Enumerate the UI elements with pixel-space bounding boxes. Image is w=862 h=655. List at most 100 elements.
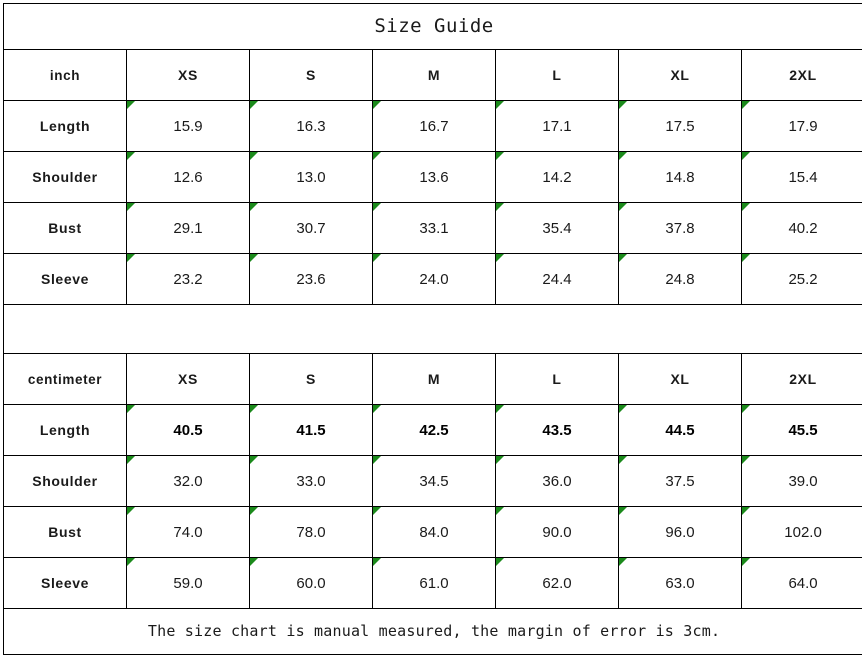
measurement-cell: 37.5	[619, 456, 742, 507]
size-guide-foot: The size chart is manual measured, the m…	[4, 609, 862, 655]
measurement-cell: 12.6	[127, 152, 250, 203]
measurement-value: 40.5	[127, 423, 249, 438]
title-row: Size Guide	[4, 4, 862, 50]
measurement-value: 44.5	[619, 423, 741, 438]
green-corner-marker	[250, 203, 258, 211]
measurement-cell: 42.5	[373, 405, 496, 456]
measurement-cell: 43.5	[496, 405, 619, 456]
green-corner-marker	[127, 558, 135, 566]
measurement-value: 16.3	[250, 119, 372, 134]
green-corner-marker	[250, 558, 258, 566]
green-corner-marker	[127, 456, 135, 464]
measurement-value: 62.0	[496, 576, 618, 591]
measurement-value: 78.0	[250, 525, 372, 540]
green-corner-marker	[250, 152, 258, 160]
size-header-xl: XL	[619, 354, 742, 405]
row-label-bust: Bust	[4, 507, 127, 558]
green-corner-marker	[373, 456, 381, 464]
measurement-value: 45.5	[742, 423, 862, 438]
measurement-value: 25.2	[742, 272, 862, 287]
measurement-value: 23.6	[250, 272, 372, 287]
green-corner-marker	[127, 203, 135, 211]
green-corner-marker	[127, 152, 135, 160]
green-corner-marker	[742, 101, 750, 109]
measurement-cell: 23.6	[250, 254, 373, 305]
measurement-cell: 24.0	[373, 254, 496, 305]
measurement-cell: 60.0	[250, 558, 373, 609]
measurement-disclaimer: The size chart is manual measured, the m…	[4, 609, 862, 655]
measurement-value: 24.4	[496, 272, 618, 287]
green-corner-marker	[496, 405, 504, 413]
measurement-cell: 39.0	[742, 456, 862, 507]
measurement-value: 60.0	[250, 576, 372, 591]
measurement-cell: 61.0	[373, 558, 496, 609]
measurement-value: 42.5	[373, 423, 495, 438]
measurement-value: 33.0	[250, 474, 372, 489]
size-header-2xl: 2XL	[742, 50, 862, 101]
size-header-m: M	[373, 50, 496, 101]
measurement-cell: 40.5	[127, 405, 250, 456]
green-corner-marker	[742, 254, 750, 262]
measurement-cell: 23.2	[127, 254, 250, 305]
unit-label-centimeter: centimeter	[4, 354, 127, 405]
green-corner-marker	[619, 405, 627, 413]
green-corner-marker	[496, 456, 504, 464]
measurement-cell: 96.0	[619, 507, 742, 558]
measurement-value: 23.2	[127, 272, 249, 287]
page-title-text: Size Guide	[4, 17, 862, 36]
green-corner-marker	[619, 254, 627, 262]
measurement-value: 96.0	[619, 525, 741, 540]
row-label-bust: Bust	[4, 203, 127, 254]
measurement-cell: 30.7	[250, 203, 373, 254]
measurement-value: 59.0	[127, 576, 249, 591]
measurement-value: 14.8	[619, 170, 741, 185]
measurement-value: 34.5	[373, 474, 495, 489]
size-header-s: S	[250, 354, 373, 405]
measurement-value: 102.0	[742, 525, 862, 540]
measurement-cell: 35.4	[496, 203, 619, 254]
measurement-value: 14.2	[496, 170, 618, 185]
measurement-cell: 63.0	[619, 558, 742, 609]
green-corner-marker	[496, 152, 504, 160]
measurement-disclaimer-text: The size chart is manual measured, the m…	[4, 624, 862, 639]
green-corner-marker	[619, 507, 627, 515]
measurement-value: 12.6	[127, 170, 249, 185]
green-corner-marker	[619, 456, 627, 464]
measurement-value: 74.0	[127, 525, 249, 540]
green-corner-marker	[496, 101, 504, 109]
measurement-cell: 84.0	[373, 507, 496, 558]
size-header-l: L	[496, 354, 619, 405]
green-corner-marker	[250, 507, 258, 515]
green-corner-marker	[742, 558, 750, 566]
measurement-value: 17.9	[742, 119, 862, 134]
measurement-cell: 59.0	[127, 558, 250, 609]
measurement-cell: 16.7	[373, 101, 496, 152]
measurement-value: 32.0	[127, 474, 249, 489]
measurement-cell: 24.8	[619, 254, 742, 305]
measurement-cell: 40.2	[742, 203, 862, 254]
measurement-cell: 74.0	[127, 507, 250, 558]
measurement-cell: 64.0	[742, 558, 862, 609]
measurement-cell: 14.2	[496, 152, 619, 203]
green-corner-marker	[496, 558, 504, 566]
size-header-xl: XL	[619, 50, 742, 101]
unit-label-inch: inch	[4, 50, 127, 101]
green-corner-marker	[250, 405, 258, 413]
green-corner-marker	[619, 101, 627, 109]
measurement-value: 35.4	[496, 221, 618, 236]
size-header-s: S	[250, 50, 373, 101]
measurement-cell: 14.8	[619, 152, 742, 203]
measurement-cell: 102.0	[742, 507, 862, 558]
measurement-value: 17.1	[496, 119, 618, 134]
green-corner-marker	[619, 203, 627, 211]
green-corner-marker	[373, 101, 381, 109]
row-label-length: Length	[4, 405, 127, 456]
size-header-xs: XS	[127, 50, 250, 101]
measurement-cell: 33.1	[373, 203, 496, 254]
